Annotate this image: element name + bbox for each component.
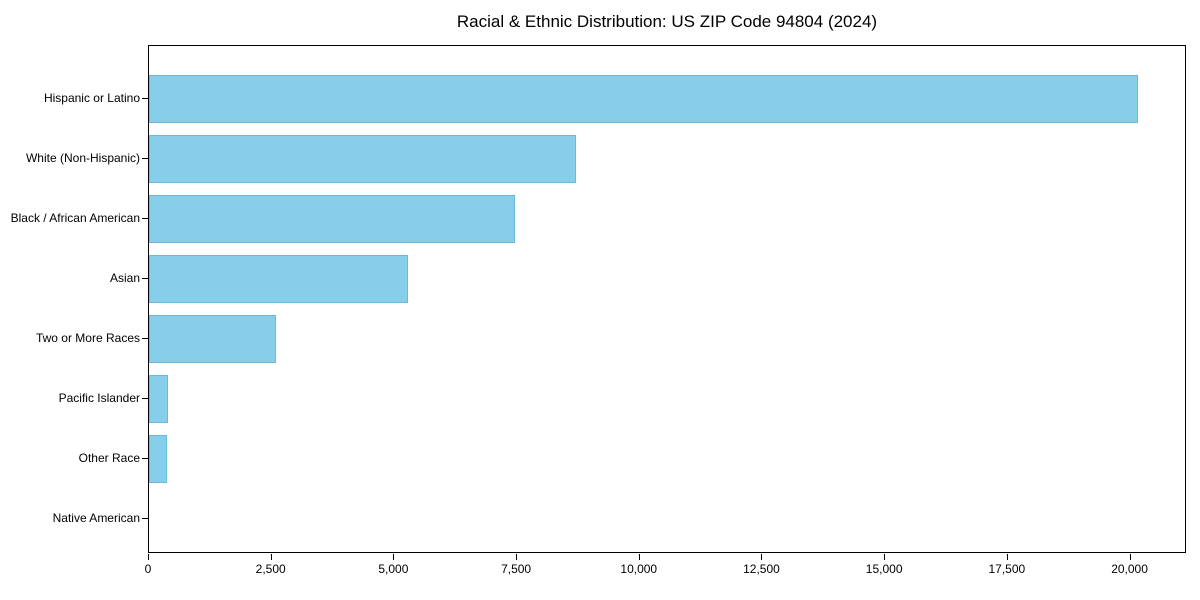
y-tick-mark [142,218,148,219]
bar-other-race [149,435,167,483]
x-tick-label: 15,000 [865,562,903,576]
plot-area [148,45,1186,553]
x-tick-mark [148,554,149,560]
x-tick-mark [1006,554,1008,560]
y-tick-label: Hispanic or Latino [43,91,140,105]
y-tick-mark [142,158,148,159]
y-tick-label: Asian [109,271,140,285]
bar-pacific-islander [149,375,168,423]
y-tick-mark [142,278,148,279]
x-tick-label: 20,000 [1111,562,1148,576]
x-tick-label: 2,500 [255,562,286,576]
bar-white-non-hispanic [149,135,576,183]
y-tick-mark [142,98,148,99]
x-tick-label: 5,000 [378,562,409,576]
y-tick-label: White (Non-Hispanic) [25,151,140,165]
y-tick-mark [142,338,148,339]
x-tick-mark [1129,554,1131,560]
bar-hispanic-or-latino [149,75,1138,123]
y-tick-label: Native American [52,511,140,525]
y-tick-label: Black / African American [10,211,140,225]
x-tick-label: 10,000 [620,562,658,576]
y-tick-label: Two or More Races [35,331,140,345]
x-tick-label: 17,500 [988,562,1026,576]
chart-title: Racial & Ethnic Distribution: US ZIP Cod… [456,12,878,31]
x-tick-label: 12,500 [743,562,780,576]
x-tick-mark [516,554,518,560]
x-tick-mark [761,554,763,560]
x-tick-mark [884,554,886,560]
x-tick-label: 7,500 [501,562,532,576]
bar-asian [149,255,408,303]
y-tick-mark [142,518,148,519]
y-tick-label: Other Race [78,451,140,465]
x-tick-mark [393,554,395,560]
bar-black-african-american [149,195,515,243]
x-tick-mark [270,554,272,560]
bar-two-or-more-races [149,315,277,363]
y-tick-mark [142,458,148,459]
y-tick-label: Pacific Islander [58,391,140,405]
y-tick-mark [142,398,148,399]
x-tick-label: 0 [144,562,152,576]
x-tick-mark [638,554,640,560]
